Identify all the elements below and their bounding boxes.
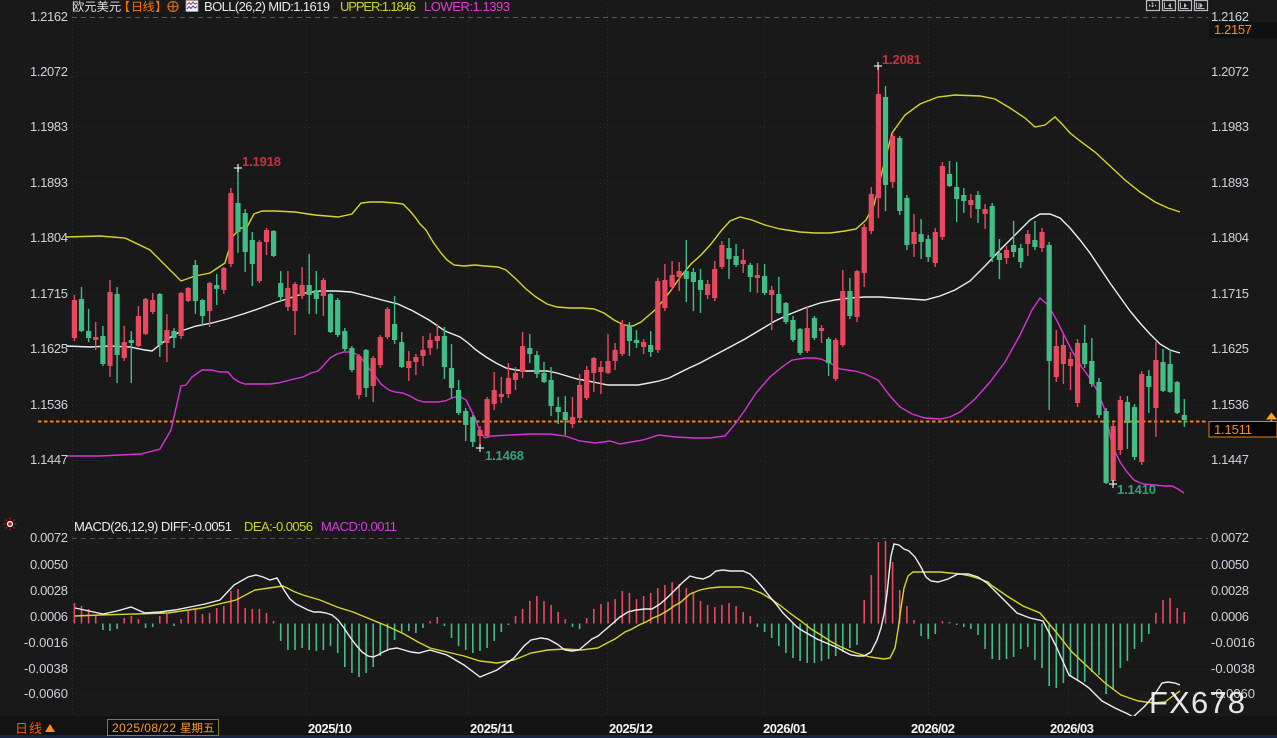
svg-text:2025/10: 2025/10 (308, 721, 352, 736)
svg-text:-0.0038: -0.0038 (1211, 661, 1255, 676)
svg-text:-0.0038: -0.0038 (24, 661, 68, 676)
svg-text:0.0072: 0.0072 (30, 530, 68, 545)
svg-text:1.1625: 1.1625 (1211, 341, 1249, 356)
svg-text:1.1804: 1.1804 (30, 230, 68, 245)
svg-text:1.1536: 1.1536 (1211, 397, 1249, 412)
svg-text:1.1447: 1.1447 (1211, 452, 1249, 467)
svg-text:DEA:-0.0056: DEA:-0.0056 (244, 519, 313, 534)
svg-text:0.0050: 0.0050 (1211, 557, 1249, 572)
svg-text:1.1536: 1.1536 (30, 397, 68, 412)
svg-text:1.1804: 1.1804 (1211, 230, 1249, 245)
svg-text:1.1625: 1.1625 (30, 341, 68, 356)
svg-text:2025/08/22: 2025/08/22 (112, 721, 176, 735)
svg-text:MACD(26,12,9) DIFF:-0.0051: MACD(26,12,9) DIFF:-0.0051 (74, 519, 232, 534)
svg-text:-0.0016: -0.0016 (24, 635, 68, 650)
svg-text:0.0028: 0.0028 (1211, 583, 1249, 598)
svg-text:0.0028: 0.0028 (30, 583, 68, 598)
svg-text:2025/11: 2025/11 (470, 721, 514, 736)
svg-text:2025/12: 2025/12 (609, 721, 653, 736)
svg-text:1.1893: 1.1893 (1211, 175, 1249, 190)
svg-text:2026/02: 2026/02 (911, 721, 955, 736)
svg-text:0.0006: 0.0006 (30, 609, 68, 624)
svg-text:1.1983: 1.1983 (30, 119, 68, 134)
svg-text:1.2157: 1.2157 (1214, 22, 1252, 37)
svg-text:1.1983: 1.1983 (1211, 119, 1249, 134)
svg-text:0.0006: 0.0006 (1211, 609, 1249, 624)
svg-text:2026/03: 2026/03 (1050, 721, 1094, 736)
svg-text:1.1715: 1.1715 (1211, 286, 1249, 301)
svg-text:-0.0060: -0.0060 (1211, 686, 1255, 701)
svg-text:1.2162: 1.2162 (1211, 9, 1249, 24)
svg-text:-0.0060: -0.0060 (24, 686, 68, 701)
svg-text:1.1918: 1.1918 (242, 154, 281, 169)
svg-text:1.1511: 1.1511 (1214, 422, 1252, 437)
svg-text:UPPER:1.1846: UPPER:1.1846 (340, 0, 416, 14)
svg-text:1.2072: 1.2072 (1211, 64, 1249, 79)
svg-text:1.1410: 1.1410 (1117, 482, 1156, 497)
svg-text:1.2072: 1.2072 (30, 64, 68, 79)
svg-text:1.2162: 1.2162 (30, 9, 68, 24)
svg-text:MACD:0.0011: MACD:0.0011 (321, 519, 397, 534)
svg-text:FX678: FX678 (1149, 685, 1245, 720)
svg-text:1.1447: 1.1447 (30, 452, 68, 467)
svg-text:-0.0016: -0.0016 (1211, 635, 1255, 650)
svg-text:BOLL(26,2) MID:1.1619: BOLL(26,2) MID:1.1619 (204, 0, 330, 14)
svg-text:2026/01: 2026/01 (763, 721, 807, 736)
svg-text:1.1468: 1.1468 (485, 448, 524, 463)
svg-text:1.2081: 1.2081 (882, 52, 921, 67)
svg-text:0.0072: 0.0072 (1211, 530, 1249, 545)
svg-text:1.1893: 1.1893 (30, 175, 68, 190)
svg-text:0.0050: 0.0050 (30, 557, 68, 572)
svg-text:LOWER:1.1393: LOWER:1.1393 (424, 0, 510, 14)
svg-text:1.1715: 1.1715 (30, 286, 68, 301)
